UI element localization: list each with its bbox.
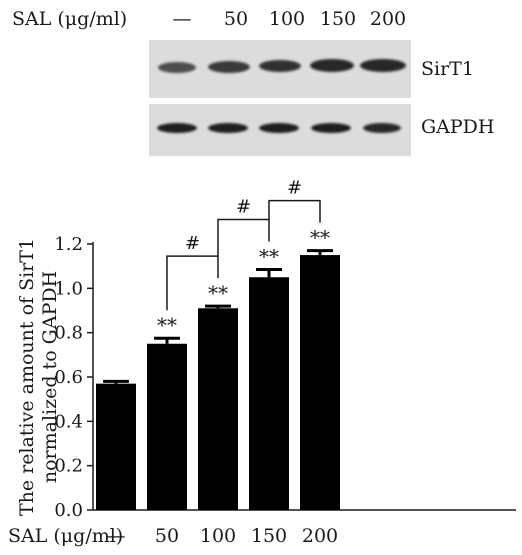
blot-protein-label: SirT1	[421, 58, 474, 80]
blot-band	[259, 60, 301, 72]
blot-band	[208, 123, 248, 133]
blot-conc-label: 200	[369, 8, 407, 30]
y-tick-label: 1.0	[54, 278, 83, 299]
significance-mark: **	[259, 244, 279, 268]
y-tick-label: 0.8	[54, 323, 83, 344]
blot-treatment-label: SAL (μg/ml)	[12, 8, 128, 30]
bracket-label: #	[287, 178, 302, 199]
blot-band	[311, 123, 351, 133]
significance-mark: **	[310, 226, 330, 250]
bar	[198, 308, 238, 510]
blot-band	[363, 123, 401, 133]
y-tick-label: 0.6	[54, 367, 83, 388]
significance-bracket	[268, 199, 321, 223]
blot-band	[157, 123, 197, 133]
blot-band	[158, 62, 196, 73]
chart-annotations: ** ** ** ** # # #	[157, 178, 330, 338]
significance-bracket	[217, 218, 270, 257]
bar	[96, 383, 136, 510]
x-tick-label: —	[107, 525, 126, 547]
x-axis-label: SAL (μg/ml)	[8, 525, 123, 547]
bracket-label: #	[236, 196, 251, 217]
gapdh-blot-strip	[149, 104, 411, 156]
x-tick-label: 150	[251, 525, 287, 547]
bar	[249, 277, 289, 510]
blot-conc-label: 100	[268, 8, 306, 30]
blot-band	[360, 59, 406, 72]
blot-protein-label: GAPDH	[421, 116, 495, 138]
y-tick-label: 0.0	[54, 500, 83, 521]
y-axis-label: The relative amount of SirT1normalized t…	[16, 238, 61, 516]
blot-band	[310, 59, 354, 72]
blot-conc-label: 150	[319, 8, 357, 30]
western-blot: SAL (μg/ml) — 50 100 150 200 SirT1 GAPDH	[0, 0, 522, 170]
bar	[147, 343, 187, 510]
y-axis-label-line: normalized to GAPDH	[39, 271, 61, 483]
blot-conc-label: 50	[223, 8, 249, 30]
significance-mark: **	[157, 313, 177, 337]
x-tick-label: 50	[155, 525, 179, 547]
significance-mark: **	[208, 281, 228, 305]
bar	[300, 255, 340, 510]
x-tick-label: 200	[302, 525, 338, 547]
y-tick-label: 0.4	[54, 411, 83, 432]
x-tick-label: 100	[200, 525, 236, 547]
chart-bars	[96, 249, 340, 510]
y-axis-label-line: The relative amount of SirT1	[16, 238, 38, 516]
blot-band	[259, 123, 299, 133]
significance-bracket	[166, 255, 219, 311]
y-tick-label: 1.2	[54, 234, 83, 255]
blot-band	[208, 61, 250, 73]
sirt1-blot-strip	[149, 40, 411, 98]
blot-conc-label: —	[172, 8, 192, 30]
y-tick-label: 0.2	[54, 456, 83, 477]
bracket-label: #	[185, 233, 200, 254]
